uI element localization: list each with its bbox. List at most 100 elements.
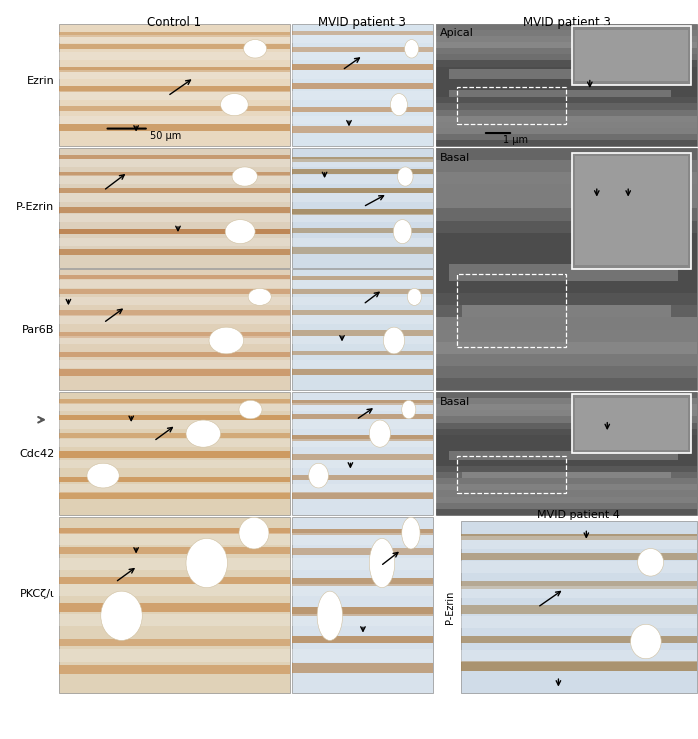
Bar (436, 453, 697, 460)
Ellipse shape (393, 219, 412, 244)
Bar (436, 398, 697, 404)
Bar (436, 410, 697, 416)
Bar (59, 403, 290, 412)
Bar (436, 460, 697, 466)
Bar (292, 83, 433, 89)
Bar (292, 52, 433, 61)
Bar (575, 30, 688, 81)
Bar (292, 392, 433, 515)
Bar (59, 332, 290, 338)
Bar (436, 509, 697, 515)
Bar (292, 369, 433, 375)
Text: Par6B: Par6B (22, 324, 54, 335)
Bar (292, 460, 433, 469)
Ellipse shape (369, 539, 394, 588)
Bar (436, 404, 697, 410)
Bar (461, 650, 697, 662)
Bar (59, 297, 290, 305)
Bar (59, 452, 290, 457)
Bar (59, 558, 290, 570)
Bar (461, 587, 697, 599)
Bar (292, 214, 433, 222)
Bar (436, 220, 697, 233)
Bar (59, 438, 290, 447)
Bar (572, 26, 692, 85)
Bar (436, 172, 697, 184)
Bar (436, 257, 697, 269)
Bar (436, 478, 697, 484)
Text: 1 μm: 1 μm (503, 135, 528, 146)
Ellipse shape (239, 401, 262, 419)
Bar (292, 247, 433, 253)
Bar (59, 528, 290, 534)
Bar (59, 639, 290, 646)
Bar (59, 86, 290, 92)
Bar (59, 460, 290, 469)
Bar (292, 435, 433, 440)
Ellipse shape (390, 94, 408, 115)
Bar (292, 238, 433, 246)
Bar (292, 614, 433, 627)
Bar (292, 517, 433, 693)
Bar (59, 603, 290, 612)
Bar (461, 605, 697, 614)
Bar (436, 24, 697, 30)
Bar (292, 636, 433, 643)
Bar (575, 398, 688, 449)
Bar (436, 72, 697, 79)
Bar (59, 484, 290, 493)
Bar (461, 521, 697, 693)
Text: Control 1: Control 1 (147, 16, 202, 30)
Bar (292, 548, 433, 554)
Bar (461, 534, 697, 539)
Bar (292, 420, 433, 429)
Bar (292, 336, 433, 344)
Text: MVID patient 3: MVID patient 3 (318, 16, 406, 30)
Bar (292, 159, 433, 167)
Bar (450, 264, 678, 281)
Bar (461, 636, 697, 643)
Bar (59, 159, 290, 167)
Bar (462, 305, 671, 318)
Bar (450, 90, 671, 98)
Bar (461, 561, 697, 573)
Ellipse shape (637, 548, 664, 576)
Bar (436, 416, 697, 423)
Bar (436, 318, 697, 330)
Bar (436, 103, 697, 109)
Bar (59, 194, 290, 202)
Bar (436, 42, 697, 48)
Bar (292, 403, 433, 412)
Ellipse shape (209, 327, 244, 354)
Bar (436, 55, 697, 61)
Text: Apical: Apical (440, 28, 474, 38)
Bar (436, 423, 697, 429)
Ellipse shape (186, 420, 221, 447)
Bar (59, 517, 290, 693)
Ellipse shape (225, 219, 255, 244)
Bar (292, 330, 433, 336)
Bar (436, 160, 697, 172)
Bar (436, 330, 697, 341)
Bar (59, 290, 290, 294)
Bar (292, 175, 433, 184)
Bar (292, 70, 433, 79)
Bar (292, 115, 433, 124)
Bar (436, 98, 697, 103)
Bar (59, 171, 290, 177)
Bar (59, 584, 290, 596)
Bar (292, 350, 433, 355)
Bar (292, 438, 433, 447)
Bar (436, 354, 697, 366)
Bar (59, 649, 290, 661)
Bar (436, 30, 697, 36)
Bar (292, 31, 433, 35)
Bar (59, 44, 290, 50)
Bar (450, 69, 683, 79)
Bar (292, 276, 433, 280)
Bar (436, 109, 697, 115)
Text: MVID patient 3: MVID patient 3 (523, 16, 611, 30)
Ellipse shape (630, 624, 661, 658)
Bar (59, 33, 290, 37)
Bar (436, 341, 697, 354)
